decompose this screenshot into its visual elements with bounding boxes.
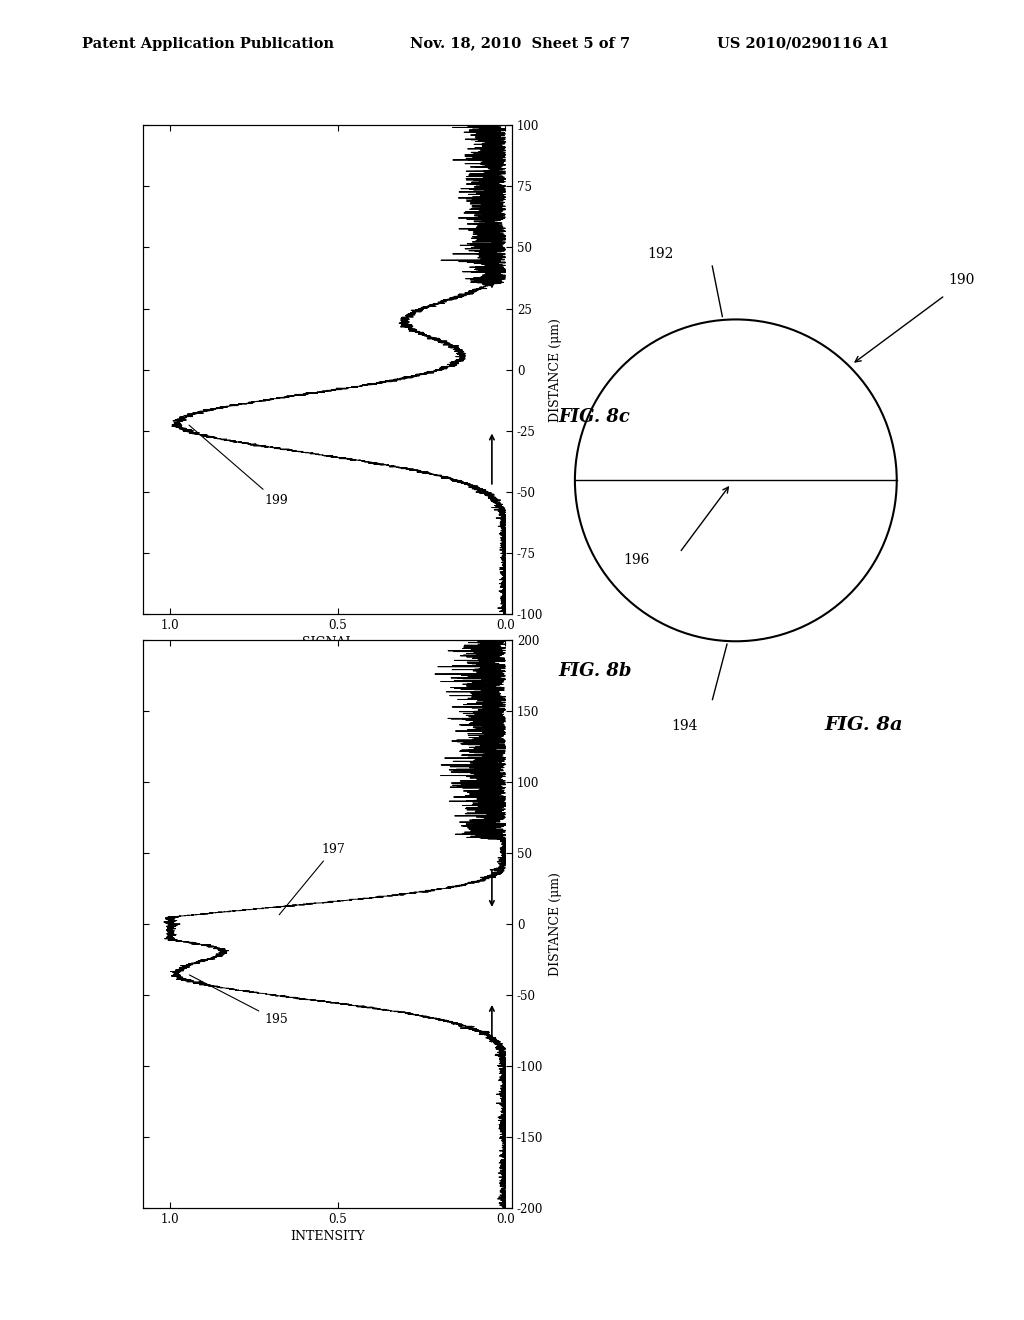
Text: FIG. 8a: FIG. 8a [824,715,903,734]
Text: Nov. 18, 2010  Sheet 5 of 7: Nov. 18, 2010 Sheet 5 of 7 [410,37,630,50]
Y-axis label: DISTANCE (μm): DISTANCE (μm) [549,873,562,975]
X-axis label: INTENSITY: INTENSITY [291,1230,365,1243]
Text: FIG. 8b: FIG. 8b [558,661,632,680]
Text: US 2010/0290116 A1: US 2010/0290116 A1 [717,37,889,50]
Text: 196: 196 [624,553,649,568]
Text: FIG. 8c: FIG. 8c [558,408,630,426]
Y-axis label: DISTANCE (μm): DISTANCE (μm) [549,318,562,421]
Text: 199: 199 [189,425,288,507]
Text: Patent Application Publication: Patent Application Publication [82,37,334,50]
Text: 194: 194 [672,719,698,733]
Text: 190: 190 [948,273,975,286]
Text: 195: 195 [189,975,288,1027]
Text: 192: 192 [647,247,674,261]
X-axis label: SIGNAL: SIGNAL [302,636,353,649]
Text: 197: 197 [280,843,345,915]
